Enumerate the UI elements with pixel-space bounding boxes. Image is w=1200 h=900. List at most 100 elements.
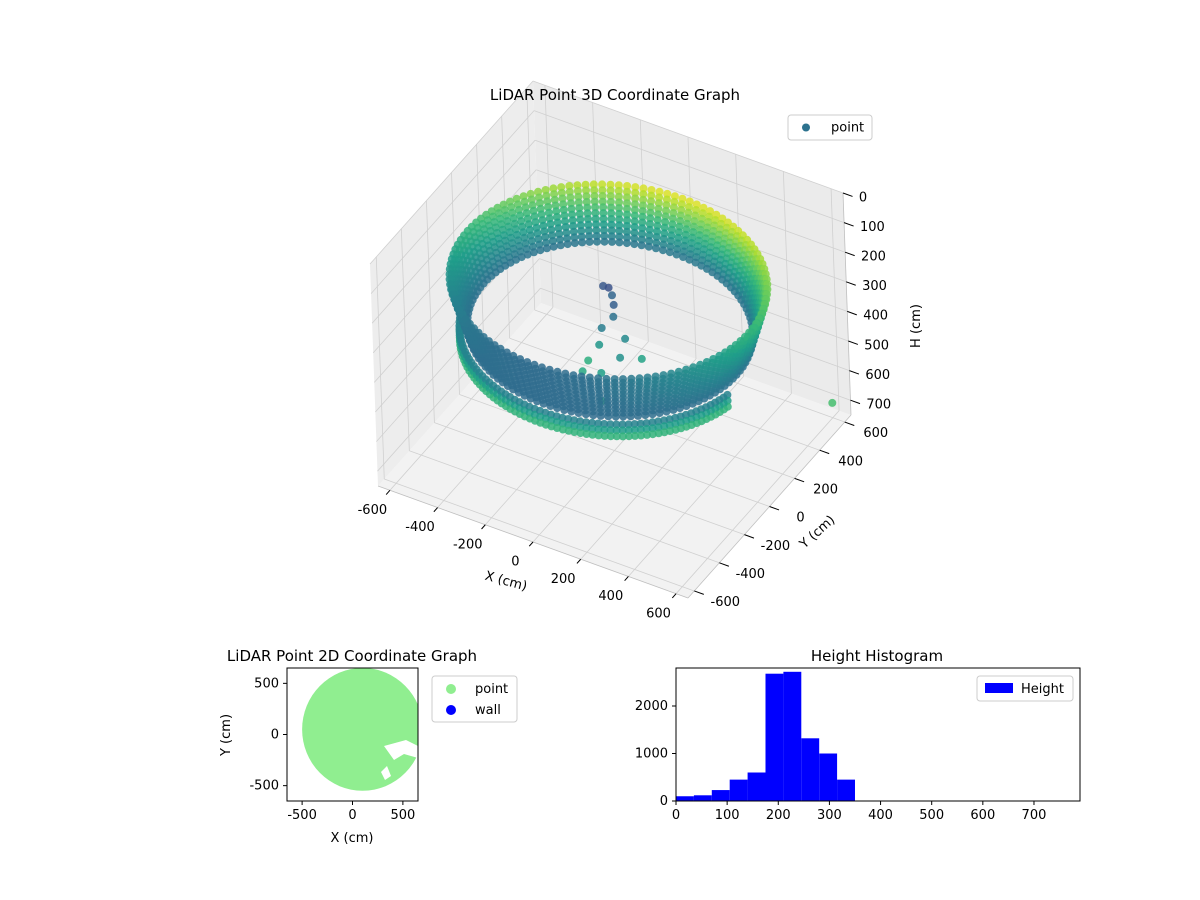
data-point-3d	[591, 203, 600, 212]
data-point-3d	[651, 372, 660, 381]
data-point-3d	[659, 246, 667, 255]
data-point-3d	[592, 220, 601, 229]
data-point-3d	[630, 217, 639, 226]
data-point-3d	[667, 369, 676, 378]
data-point-3d	[660, 223, 669, 232]
x-tick-label-histogram: 600	[970, 808, 995, 823]
grid-line	[532, 80, 844, 194]
z-tick-label: 300	[862, 279, 887, 294]
data-point-3d	[624, 426, 633, 435]
data-point-3d	[599, 220, 608, 229]
legend-patch-height	[985, 683, 1013, 693]
data-point-3d	[588, 430, 597, 439]
data-point-3d	[612, 426, 621, 435]
data-point-3d	[689, 363, 698, 372]
data-point-3d	[578, 238, 587, 247]
data-point-3d	[652, 244, 660, 253]
z-tick-label: 500	[864, 338, 889, 353]
data-point-3d	[583, 203, 592, 212]
data-point-3d	[653, 221, 662, 230]
data-point-3d	[599, 203, 608, 212]
data-point-3d	[582, 424, 591, 433]
grid-line	[533, 110, 845, 223]
data-point-3d	[576, 423, 585, 432]
y-tick-label: 200	[813, 483, 838, 498]
data-point-3d	[616, 353, 625, 362]
histogram-bar	[765, 673, 784, 801]
z-tick-mark	[844, 251, 855, 257]
data-point-3d	[496, 344, 505, 353]
legend-3d: point	[787, 114, 873, 141]
data-point-3d	[623, 182, 632, 190]
data-point-3d	[612, 432, 621, 441]
data-point-3d	[597, 324, 606, 332]
data-point-3d	[648, 424, 657, 433]
data-point-3d	[623, 216, 631, 225]
z-tick-label: 0	[859, 190, 867, 205]
x-tick-mark	[671, 593, 677, 599]
grid-line	[370, 110, 535, 294]
points-3d	[445, 180, 837, 441]
data-point-3d	[682, 365, 691, 374]
data-point-3d	[615, 198, 623, 207]
data-point-3d	[638, 201, 647, 210]
x-tick-label-2d: -500	[287, 808, 317, 823]
data-point-3d	[585, 373, 594, 382]
data-point-3d	[593, 237, 601, 246]
x-tick-label-2d: 0	[348, 808, 356, 823]
data-point-3d	[590, 186, 599, 195]
data-point-3d	[606, 192, 615, 201]
data-point-3d	[490, 341, 499, 350]
data-point-3d	[607, 215, 616, 223]
data-point-3d	[715, 351, 724, 360]
data-point-3d	[600, 431, 609, 440]
data-point-3d	[591, 209, 600, 218]
data-point-3d	[631, 183, 640, 192]
data-point-3d	[642, 425, 651, 433]
data-point-3d	[584, 356, 593, 365]
legend-marker-point-2d	[446, 684, 456, 694]
data-point-3d	[614, 181, 623, 190]
data-point-3d	[615, 215, 624, 224]
data-point-3d	[592, 232, 601, 240]
histogram-bar	[676, 796, 694, 801]
z-axis-label-3d: H (cm)	[909, 304, 924, 348]
grid-line	[782, 171, 792, 394]
data-point-3d	[594, 425, 603, 434]
z-tick-label: 200	[861, 250, 886, 265]
data-point-3d	[643, 373, 652, 382]
data-point-3d	[654, 199, 663, 208]
histogram-bar	[747, 772, 766, 801]
x-axis-label-2d: X (cm)	[331, 831, 374, 846]
data-point-3d	[655, 193, 664, 202]
data-point-3d	[502, 348, 511, 357]
data-point-3d	[604, 283, 613, 292]
legend-label-height: Height	[1021, 682, 1064, 697]
data-point-3d	[638, 229, 646, 238]
data-point-3d	[575, 209, 584, 218]
x-tick-label: 0	[511, 555, 519, 570]
grid-line	[540, 287, 851, 401]
data-point-3d	[659, 371, 668, 380]
legend-marker-wall	[446, 705, 456, 715]
data-point-3d	[614, 186, 623, 195]
data-point-3d	[584, 220, 593, 229]
data-point-3d	[647, 186, 656, 194]
x-tick-mark	[481, 524, 486, 530]
data-point-3d	[600, 226, 608, 235]
legend-histogram: Height	[976, 675, 1074, 702]
data-point-3d	[599, 214, 608, 223]
data-point-3d	[630, 240, 639, 249]
data-point-3d	[592, 226, 601, 235]
data-point-3d	[643, 430, 651, 439]
data-point-3d	[607, 220, 616, 229]
data-point-3d	[606, 180, 615, 189]
data-point-3d	[624, 420, 633, 429]
data-point-3d	[606, 197, 615, 206]
chart-title-3d: LiDAR Point 3D Coordinate Graph	[490, 86, 740, 104]
data-point-3d	[828, 398, 837, 407]
void-2d	[384, 740, 418, 760]
data-point-3d	[631, 194, 640, 203]
x-tick-mark	[624, 576, 629, 582]
